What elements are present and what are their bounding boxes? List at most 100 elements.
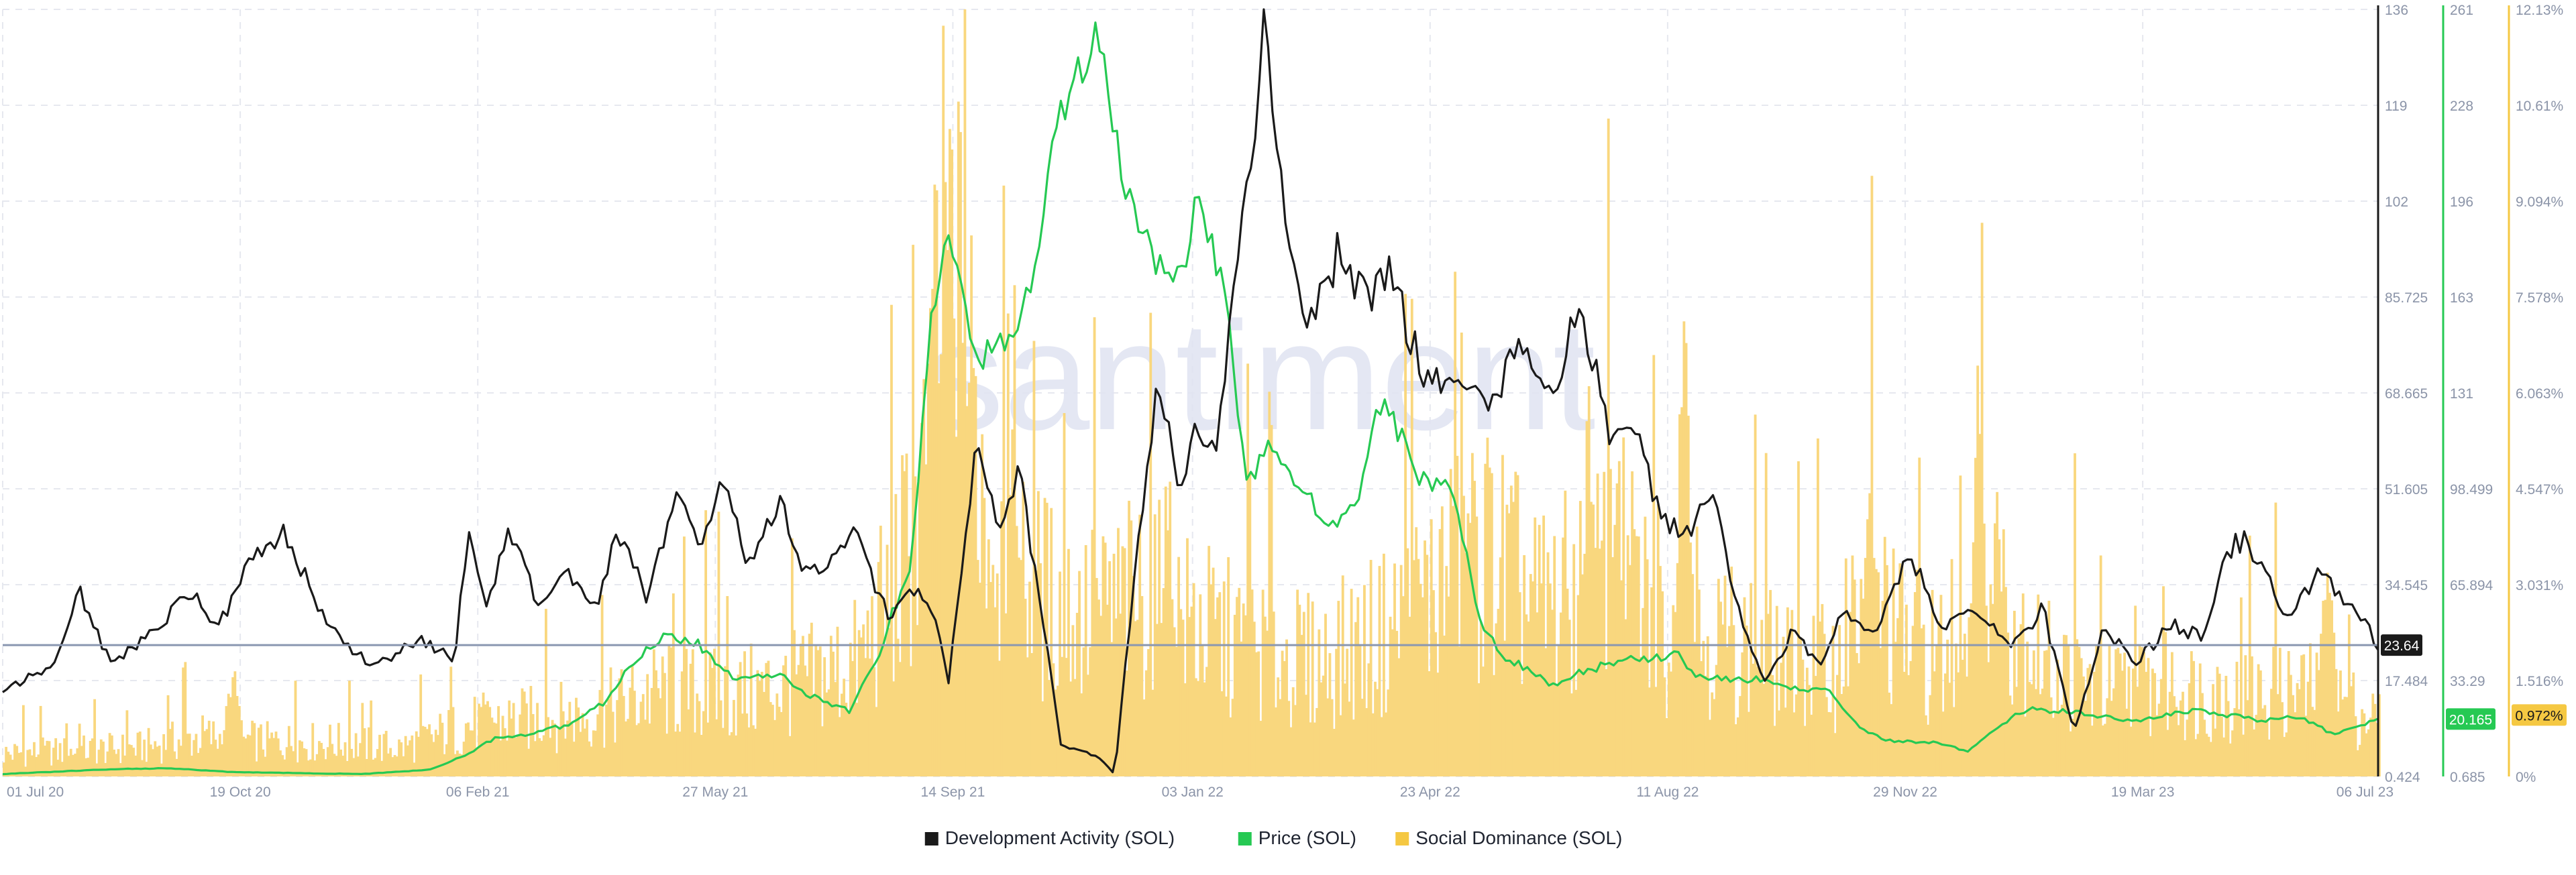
social-dominance-bar: [129, 745, 133, 776]
social-dominance-bar: [544, 608, 547, 776]
social-dominance-bar: [1659, 566, 1662, 776]
social-dominance-bar: [1376, 689, 1379, 776]
social-dominance-bar: [1764, 453, 1768, 776]
social-dominance-bar: [2324, 599, 2327, 776]
social-dominance-bar: [279, 750, 282, 776]
social-dominance-bar: [1415, 527, 1418, 776]
social-dominance-bar: [359, 743, 362, 776]
social-dominance-bar: [2177, 725, 2180, 776]
social-dominance-bar: [1236, 597, 1238, 776]
social-dominance-bar: [1356, 597, 1360, 776]
social-dominance-bar: [294, 681, 297, 776]
social-dominance-bar: [333, 754, 336, 776]
social-dominance-bar: [182, 667, 185, 776]
social-dominance-bar: [905, 453, 908, 776]
social-dominance-bar: [672, 593, 675, 776]
social-dominance-bar: [2112, 688, 2115, 776]
social-dominance-bar: [320, 742, 323, 776]
social-dominance-bar: [231, 677, 235, 776]
social-dominance-bar: [235, 696, 239, 776]
social-dominance-tick-label: 0%: [2516, 770, 2536, 785]
social-dominance-bar: [1332, 729, 1336, 776]
social-dominance-bar: [1114, 618, 1118, 776]
social-dominance-bar: [1684, 343, 1688, 776]
social-dominance-bar: [339, 749, 342, 776]
social-dominance-bar: [1220, 691, 1224, 776]
x-tick-label: 01 Jul 20: [7, 784, 64, 800]
social-dominance-bar: [2203, 719, 2206, 776]
social-dominance-bar: [1056, 685, 1059, 776]
social-dominance-bar: [514, 738, 517, 776]
social-dominance-bar: [788, 736, 792, 776]
social-dominance-bar: [592, 730, 595, 776]
social-dominance-bar: [1794, 694, 1798, 776]
social-dominance-bar: [2302, 654, 2306, 776]
social-dominance-bar: [223, 730, 226, 776]
social-dominance-bar: [1514, 471, 1517, 776]
social-dominance-bar: [212, 721, 215, 776]
social-dominance-bar: [1844, 558, 1847, 776]
social-dominance-bar: [698, 701, 701, 776]
social-dominance-bar: [2255, 715, 2258, 776]
social-dominance-bar: [1888, 693, 1891, 776]
social-dominance-bar: [2129, 726, 2133, 776]
social-dominance-bar: [28, 749, 32, 776]
social-dominance-bar: [1020, 560, 1023, 776]
social-dominance-bar: [1734, 724, 1737, 776]
social-dominance-bar: [451, 707, 455, 776]
social-dominance-bar: [2032, 650, 2035, 776]
social-dominance-bar: [1022, 481, 1025, 776]
social-dominance-bar: [1041, 701, 1044, 776]
social-dominance-bar: [1814, 676, 1817, 776]
x-tick-label: 19 Oct 20: [210, 784, 271, 800]
social-dominance-bar: [1017, 557, 1020, 776]
social-dominance-bars: [3, 9, 2381, 777]
social-dominance-bar: [162, 734, 166, 776]
x-tick-label: 06 Feb 21: [446, 784, 510, 800]
social-dominance-bar: [607, 699, 610, 776]
social-dominance-bar: [313, 760, 317, 776]
legend-swatch: [1395, 832, 1409, 845]
social-dominance-bar: [1838, 625, 1841, 776]
price-current-badge-label: 20.165: [2449, 712, 2492, 727]
social-dominance-bar: [912, 245, 915, 776]
social-dominance-bar: [525, 703, 528, 776]
social-dominance-bar: [1302, 611, 1305, 776]
social-dominance-bar: [827, 689, 830, 776]
social-dominance-bar: [928, 308, 932, 776]
social-dominance-bar: [1263, 616, 1267, 776]
social-dominance-bar: [1352, 719, 1355, 776]
legend-label: Social Dominance (SOL): [1415, 827, 1622, 848]
social-dominance-bar: [790, 538, 794, 776]
social-dominance-bar: [648, 723, 651, 776]
social-dominance-bar: [618, 678, 621, 776]
x-tick-label: 03 Jan 22: [1162, 784, 1224, 800]
social-dominance-bar: [1477, 683, 1481, 776]
social-dominance-bar: [1445, 566, 1448, 776]
social-dominance-bar: [1758, 668, 1761, 776]
social-dominance-bar: [2074, 453, 2076, 776]
social-dominance-bar: [1281, 650, 1284, 776]
social-dominance-bar: [1881, 601, 1884, 776]
social-dominance-bar: [1447, 596, 1450, 776]
social-dominance-bar: [374, 758, 377, 776]
social-dominance-bar: [533, 741, 537, 776]
social-dominance-bar: [1929, 695, 1932, 776]
social-dominance-bar: [428, 724, 431, 776]
social-dominance-bar: [875, 707, 878, 776]
social-dominance-bar: [1527, 621, 1530, 776]
social-dominance-bar: [1555, 685, 1558, 776]
social-dominance-bar: [1395, 630, 1399, 776]
social-dominance-bar: [553, 723, 556, 776]
social-dominance-bar: [2030, 684, 2033, 776]
social-dominance-bar: [1715, 664, 1718, 776]
dev-activity-tick-label: 51.605: [2385, 482, 2428, 498]
social-dominance-bar: [242, 736, 246, 776]
social-dominance-bar: [818, 646, 822, 776]
price-tick-label: 33.29: [2450, 674, 2485, 689]
social-dominance-bar: [602, 748, 606, 776]
social-dominance-bar: [2143, 652, 2145, 776]
social-dominance-bar: [985, 608, 988, 776]
social-dominance-bar: [154, 741, 157, 776]
